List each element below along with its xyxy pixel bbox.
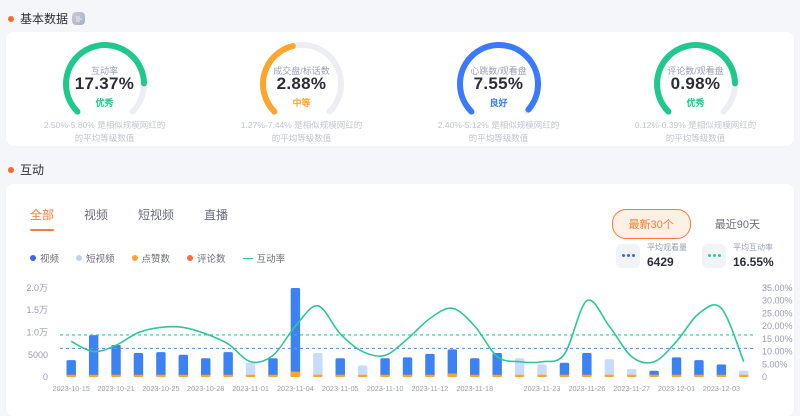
svg-text:2023-11-04: 2023-11-04 <box>277 384 314 393</box>
svg-text:2.0万: 2.0万 <box>26 283 48 293</box>
svg-text:1.0万: 1.0万 <box>26 328 48 338</box>
svg-text:2023-10-25: 2023-10-25 <box>142 384 179 393</box>
svg-text:2023-10-21: 2023-10-21 <box>97 384 134 393</box>
svg-text:2023-12-03: 2023-12-03 <box>703 384 740 393</box>
svg-text:2023-10-28: 2023-10-28 <box>187 384 224 393</box>
svg-text:15.00%: 15.00% <box>762 334 793 344</box>
svg-text:2023-11-01: 2023-11-01 <box>232 384 269 393</box>
svg-text:5.00%: 5.00% <box>762 359 788 369</box>
svg-text:20.00%: 20.00% <box>762 321 793 331</box>
svg-text:35.00%: 35.00% <box>762 283 793 293</box>
svg-text:2023-11-10: 2023-11-10 <box>367 384 404 393</box>
svg-text:30.00%: 30.00% <box>762 296 793 306</box>
svg-text:2023-11-18: 2023-11-18 <box>456 384 493 393</box>
svg-text:2023-11-26: 2023-11-26 <box>569 384 606 393</box>
svg-text:10.00%: 10.00% <box>762 347 793 357</box>
svg-text:2023-11-27: 2023-11-27 <box>613 384 650 393</box>
svg-text:25.00%: 25.00% <box>762 308 793 318</box>
svg-text:2023-10-15: 2023-10-15 <box>53 384 90 393</box>
svg-text:0: 0 <box>43 372 48 382</box>
svg-text:5000: 5000 <box>28 350 48 360</box>
svg-text:2023-11-12: 2023-11-12 <box>412 384 449 393</box>
svg-text:1.5万: 1.5万 <box>26 305 48 315</box>
svg-text:2023-12-01: 2023-12-01 <box>658 384 695 393</box>
svg-text:0: 0 <box>762 372 767 382</box>
svg-text:2023-11-23: 2023-11-23 <box>524 384 561 393</box>
svg-text:2023-11-05: 2023-11-05 <box>322 384 359 393</box>
